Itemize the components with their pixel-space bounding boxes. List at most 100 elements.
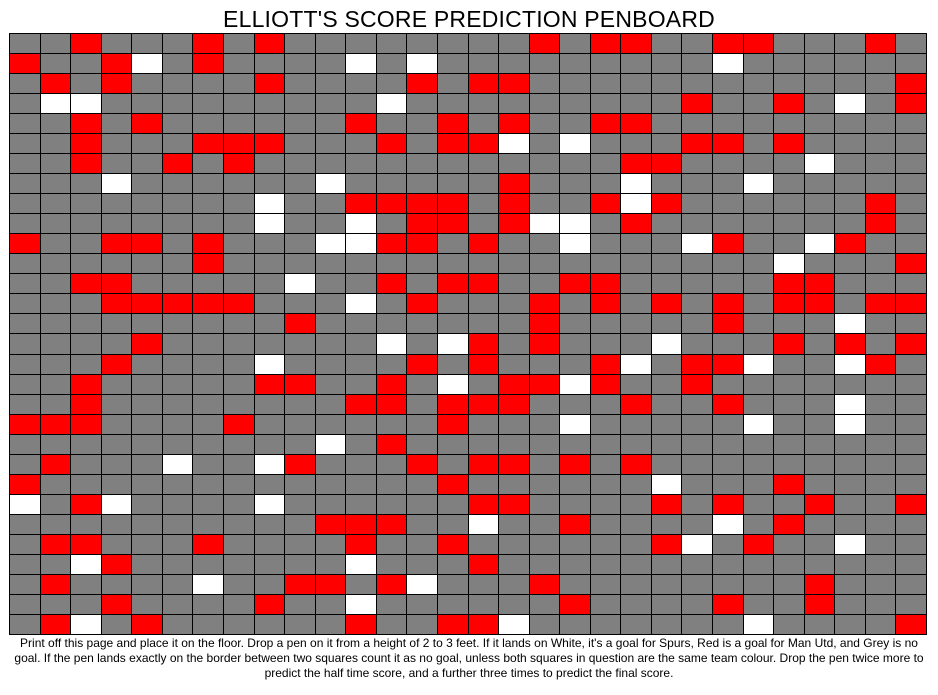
grey-square [651,374,682,394]
red-square [529,294,560,314]
grey-square [315,194,346,214]
grey-square [774,374,804,394]
grey-square [896,54,926,74]
red-square [499,374,529,394]
grey-square [896,574,926,594]
grey-square [132,414,162,434]
grey-square [71,74,101,94]
white-square [346,214,376,234]
grey-square [865,114,896,134]
grey-square [223,614,254,634]
grey-square [590,154,621,174]
grey-square [285,214,315,234]
grey-square [10,154,40,174]
grey-square [713,274,743,294]
grey-square [254,574,285,594]
grey-square [682,474,713,494]
red-square [10,234,40,254]
grey-square [40,114,71,134]
grey-square [376,314,407,334]
red-square [254,74,285,94]
grey-square [101,514,132,534]
red-square [254,134,285,154]
grey-square [468,194,499,214]
grey-square [743,514,774,534]
grey-square [499,234,529,254]
grey-square [865,594,896,614]
white-square [835,94,865,114]
grey-square [651,594,682,614]
white-square [835,314,865,334]
grey-square [713,614,743,634]
grey-square [71,174,101,194]
grey-square [804,434,835,454]
white-square [468,514,499,534]
grey-square [162,414,193,434]
grey-square [223,74,254,94]
grey-square [865,414,896,434]
grey-square [835,194,865,214]
grey-square [804,414,835,434]
grey-square [71,434,101,454]
red-square [774,474,804,494]
grey-square [896,174,926,194]
red-square [376,574,407,594]
red-square [743,534,774,554]
grey-square [560,394,590,414]
grey-square [560,334,590,354]
grey-square [101,434,132,454]
grey-square [468,374,499,394]
grey-square [590,614,621,634]
red-square [10,414,40,434]
grey-square [223,374,254,394]
grey-square [285,54,315,74]
red-square [774,294,804,314]
white-square [162,454,193,474]
red-square [743,34,774,54]
grey-square [315,494,346,514]
grey-square [835,514,865,534]
grey-square [193,474,223,494]
grey-square [682,414,713,434]
red-square [346,394,376,414]
grey-square [285,414,315,434]
red-square [865,354,896,374]
grey-square [407,374,437,394]
grey-square [896,394,926,414]
white-square [254,194,285,214]
red-square [896,294,926,314]
red-square [713,494,743,514]
red-square [774,334,804,354]
grey-square [621,94,651,114]
grey-square [315,314,346,334]
grey-square [193,314,223,334]
grey-square [223,54,254,74]
page-title: ELLIOTT'S SCORE PREDICTION PENBOARD [223,6,715,32]
red-square [71,134,101,154]
grey-square [682,614,713,634]
grey-square [621,514,651,534]
grey-square [529,534,560,554]
grey-square [10,294,40,314]
grey-square [743,454,774,474]
grey-square [835,154,865,174]
grey-square [651,414,682,434]
grey-square [254,54,285,74]
grey-square [285,254,315,274]
grey-square [529,514,560,534]
red-square [101,294,132,314]
grey-square [40,274,71,294]
grey-square [804,334,835,354]
grey-square [621,74,651,94]
red-square [468,74,499,94]
grey-square [315,354,346,374]
grey-square [193,394,223,414]
grey-square [743,214,774,234]
grey-square [896,154,926,174]
red-square [193,134,223,154]
grey-square [651,394,682,414]
red-square [71,394,101,414]
grey-square [865,434,896,454]
grey-square [223,194,254,214]
red-square [804,294,835,314]
